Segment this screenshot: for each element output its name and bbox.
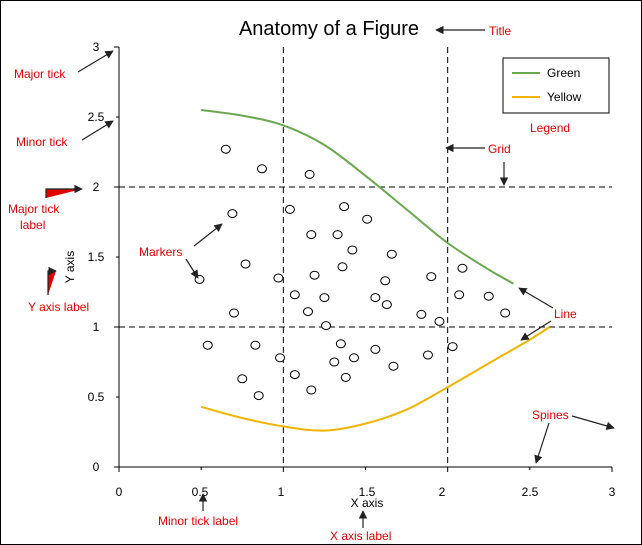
legend-label-yellow: Yellow xyxy=(547,90,582,104)
scatter-marker xyxy=(229,308,240,318)
scatter-marker xyxy=(347,245,358,255)
annotation-y-axis-label: Y axis label xyxy=(28,300,89,314)
scatter-marker xyxy=(348,353,359,363)
scatter-marker xyxy=(335,339,346,349)
scatter-marker xyxy=(434,316,445,326)
scatter-marker xyxy=(256,164,267,174)
scatter-marker xyxy=(362,214,373,224)
x-tick-label: 2.5 xyxy=(522,485,539,499)
x-tick-label: 1 xyxy=(278,485,285,499)
scatter-marker xyxy=(337,262,348,272)
x-tick-label: 3 xyxy=(609,485,616,499)
y-tick-label: 0.5 xyxy=(88,390,105,404)
annotation-spines: Spines xyxy=(532,408,569,422)
y-axis-label: Y axis xyxy=(63,251,77,283)
y-tick-label: 0 xyxy=(93,460,100,474)
annotation-minor-tick-label: Minor tick label xyxy=(158,514,238,528)
scatter-marker xyxy=(253,391,264,401)
spines-arrow-1 xyxy=(571,415,615,430)
annotation-major-tick-label: Major tick label xyxy=(8,202,63,232)
series-line-yellow xyxy=(200,326,551,432)
chart-title: Anatomy of a Figure xyxy=(239,18,419,40)
annotation-grid: Grid xyxy=(488,142,511,156)
x-tick-label: 2 xyxy=(439,485,446,499)
scatter-marker xyxy=(447,342,458,352)
scatter-marker xyxy=(319,293,330,303)
scatter-marker xyxy=(329,357,340,367)
x-axis-label: X axis xyxy=(351,496,384,510)
annotation-markers: Markers xyxy=(139,245,182,259)
y-tick-label: 1.5 xyxy=(88,250,105,264)
scatter-marker xyxy=(202,340,213,350)
legend: Green Yellow xyxy=(502,57,610,114)
scatter-marker xyxy=(422,350,433,360)
scatter-marker xyxy=(275,353,286,363)
legend-label-green: Green xyxy=(547,66,580,80)
scatter-marker xyxy=(227,209,238,219)
scatter-marker xyxy=(370,344,381,354)
scatter-marker xyxy=(500,308,511,318)
scatter-marker xyxy=(332,230,343,240)
y-axis-label-arrow xyxy=(47,266,57,295)
scatter-marker xyxy=(304,169,315,179)
x-tick-label: 1.5 xyxy=(359,485,376,499)
scatter-marker xyxy=(457,263,468,273)
grid-lines xyxy=(119,47,612,467)
markers-arrow-2 xyxy=(185,258,199,279)
scatter-marker xyxy=(483,291,494,301)
data-marks xyxy=(194,109,551,432)
scatter-marker xyxy=(237,374,248,384)
scatter-marker xyxy=(273,273,284,283)
scatter-marker xyxy=(454,290,465,300)
annotation-major-tick: Major tick xyxy=(14,67,66,81)
scatter-marker xyxy=(321,321,332,331)
scatter-marker xyxy=(380,276,391,286)
legend-box xyxy=(502,57,610,114)
y-tick-label: 3 xyxy=(93,40,100,54)
x-tick-label: 0 xyxy=(116,485,123,499)
scatter-marker xyxy=(306,230,317,240)
line-arrow-2 xyxy=(520,320,552,341)
y-tick-label: 2 xyxy=(93,180,100,194)
annotation-legend: Legend xyxy=(530,121,570,135)
minor-tick-arrow xyxy=(81,120,114,141)
line-arrow-1 xyxy=(518,287,554,309)
x-tick-label: 0.5 xyxy=(192,485,209,499)
scatter-marker xyxy=(289,370,300,380)
scatter-marker xyxy=(306,385,317,395)
series-line-green xyxy=(201,109,514,285)
scatter-marker xyxy=(386,249,397,259)
annotation-x-axis-label: X axis label xyxy=(330,529,391,543)
scatter-marker xyxy=(381,300,392,310)
annotation-line: Line xyxy=(554,307,577,321)
scatter-marker xyxy=(340,372,351,382)
scatter-marker xyxy=(370,293,381,303)
scatter-marker xyxy=(284,204,295,214)
scatter-marker xyxy=(426,272,437,282)
scatter-marker xyxy=(250,340,261,350)
annotation-arrows xyxy=(45,25,615,528)
major-tick-arrow xyxy=(77,50,114,73)
annotation-title: Title xyxy=(489,24,512,38)
markers-arrow-1 xyxy=(193,223,223,247)
annotations: Title Major tick Minor tick Major tick l… xyxy=(8,24,577,543)
scatter-marker xyxy=(339,202,350,212)
annotation-minor-tick: Minor tick xyxy=(16,135,68,149)
y-tick-label: 2.5 xyxy=(88,110,105,124)
scatter-marker xyxy=(416,309,427,319)
y-tick-label: 1 xyxy=(93,320,100,334)
scatter-marker xyxy=(302,307,313,317)
scatter-marker xyxy=(289,290,300,300)
major-tick-label-arrow xyxy=(45,184,83,198)
spines-arrow-2 xyxy=(534,422,550,464)
scatter-marker xyxy=(194,274,205,284)
scatter-marker xyxy=(240,259,251,269)
scatter-marker xyxy=(309,270,320,280)
scatter-marker xyxy=(220,144,231,154)
scatter-marker xyxy=(388,361,399,371)
